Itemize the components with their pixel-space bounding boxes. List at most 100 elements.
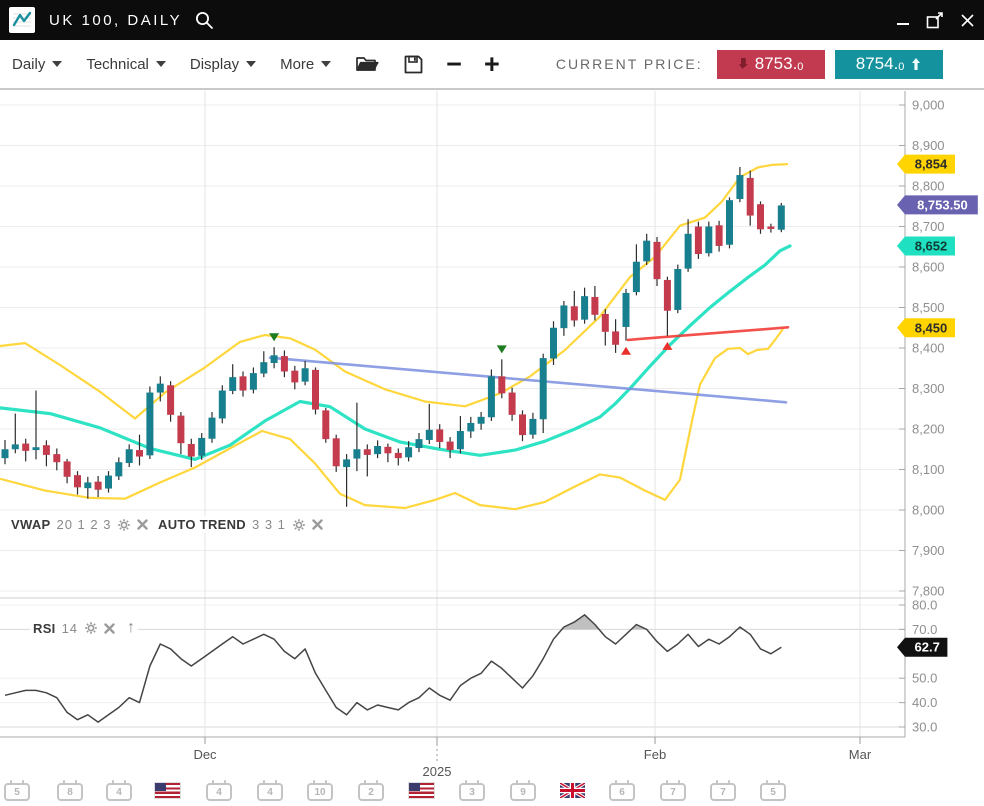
sell-price-button[interactable]: 8753. 0 [716, 49, 825, 79]
gear-icon[interactable] [84, 621, 98, 635]
gear-icon[interactable] [292, 518, 306, 532]
close-indicator-icon[interactable] [312, 519, 323, 530]
menu-display[interactable]: Display [190, 56, 257, 73]
close-button[interactable] [958, 11, 976, 29]
vwap-line [0, 244, 792, 461]
window-title-bar[interactable]: UK 100, DAILY [0, 0, 984, 40]
svg-text:8,753.50: 8,753.50 [917, 197, 968, 212]
candle [581, 296, 589, 320]
calendar-event-icon[interactable]: 9 [510, 780, 536, 801]
svg-text:70.0: 70.0 [912, 622, 937, 637]
sell-signal-icon [496, 345, 507, 354]
open-folder-icon[interactable] [355, 54, 379, 74]
arrow-down-icon [738, 58, 748, 69]
candle [249, 373, 257, 390]
svg-text:8,600: 8,600 [912, 260, 945, 275]
axis-price-tag [897, 637, 948, 657]
candle [715, 225, 723, 246]
popout-button[interactable] [926, 11, 944, 29]
candle [177, 415, 185, 444]
axis-price-tag [897, 195, 978, 215]
chevron-down-icon [155, 61, 166, 67]
rsi-label: RSI [33, 620, 56, 636]
buy-signal-icon [621, 346, 631, 355]
price-tags: 8,854 8,753.50 8,652 8,450 62.7 [897, 154, 978, 657]
rsi-panel [4, 614, 782, 723]
svg-text:9,000: 9,000 [912, 98, 945, 113]
candle [550, 327, 557, 359]
window-title: UK 100, DAILY [49, 11, 183, 29]
svg-text:Feb: Feb [644, 747, 666, 762]
svg-text:8,500: 8,500 [912, 300, 945, 315]
svg-text:8,900: 8,900 [912, 138, 945, 153]
calendar-event-icon[interactable]: 4 [106, 780, 132, 801]
price-axis: 9,000 8,900 8,800 8,700 8,600 8,500 8,400 8,300… [899, 98, 945, 735]
candle [332, 438, 340, 467]
candle [425, 429, 433, 440]
menu-more[interactable]: More [280, 56, 332, 73]
close-indicator-icon[interactable] [104, 622, 115, 634]
zoom-out-button[interactable]: − [446, 49, 463, 79]
calendar-event-icon[interactable]: 4 [257, 780, 283, 801]
search-icon[interactable] [194, 10, 214, 30]
candle [705, 226, 713, 254]
save-icon[interactable] [403, 54, 424, 75]
candle [42, 445, 50, 455]
svg-text:8,854: 8,854 [915, 157, 948, 172]
calendar-event-icon[interactable]: 10 [307, 780, 333, 801]
candle [694, 226, 702, 255]
buy-signal-icon [662, 341, 673, 350]
candle [374, 446, 382, 455]
calendar-event-icon[interactable]: 3 [459, 780, 485, 801]
gear-icon[interactable] [117, 518, 131, 532]
rsi-indicator-chip: RSI 14 ↑ [30, 618, 139, 638]
candle [280, 356, 288, 372]
candle [291, 370, 299, 383]
candle [726, 200, 733, 245]
menu-timeframe[interactable]: Daily [12, 56, 63, 73]
zoom-in-button[interactable]: + [484, 49, 500, 79]
candle [301, 368, 309, 382]
move-panel-up-icon[interactable]: ↑ [127, 619, 136, 636]
chart-app-icon [9, 7, 35, 33]
svg-text:8,000: 8,000 [912, 503, 945, 518]
calendar-event-icon[interactable]: 6 [609, 780, 635, 801]
chart-toolbar: Daily Technical Display More − + CURRENT… [0, 40, 984, 90]
buy-price-button[interactable]: 8754. 0 [834, 49, 943, 79]
candle [239, 376, 247, 391]
candle [508, 392, 516, 415]
calendar-event-icon[interactable]: 8 [57, 780, 83, 801]
svg-text:7,900: 7,900 [912, 543, 945, 558]
calendar-event-icon[interactable]: 5 [4, 780, 30, 801]
candle [94, 481, 102, 490]
minimize-button[interactable] [894, 11, 912, 29]
candle [198, 437, 206, 456]
candle [467, 422, 475, 432]
uk-flag-icon[interactable] [559, 781, 586, 803]
us-flag-icon[interactable] [155, 783, 180, 798]
candle [32, 447, 40, 451]
candle [384, 446, 392, 454]
candle [777, 205, 785, 230]
svg-text:Dec: Dec [193, 747, 217, 762]
candle [322, 410, 330, 440]
arrow-up-icon [912, 58, 921, 70]
candle [612, 331, 620, 345]
chevron-down-icon [246, 61, 257, 67]
menu-technical[interactable]: Technical [86, 56, 166, 73]
calendar-event-icon[interactable]: 7 [660, 780, 686, 801]
grid-lines [0, 91, 906, 738]
calendar-event-icon[interactable]: 2 [358, 780, 384, 801]
calendar-event-icon[interactable]: 7 [710, 780, 736, 801]
us-flag-icon[interactable] [409, 783, 434, 798]
close-indicator-icon[interactable] [137, 519, 149, 530]
candle [643, 240, 651, 262]
candle [208, 417, 216, 439]
calendar-event-icon[interactable]: 5 [760, 780, 786, 801]
time-axis: Dec 2025 Feb Mar [193, 737, 872, 779]
candle [125, 449, 133, 464]
candle [736, 175, 744, 199]
calendar-event-icon[interactable]: 4 [206, 780, 232, 801]
